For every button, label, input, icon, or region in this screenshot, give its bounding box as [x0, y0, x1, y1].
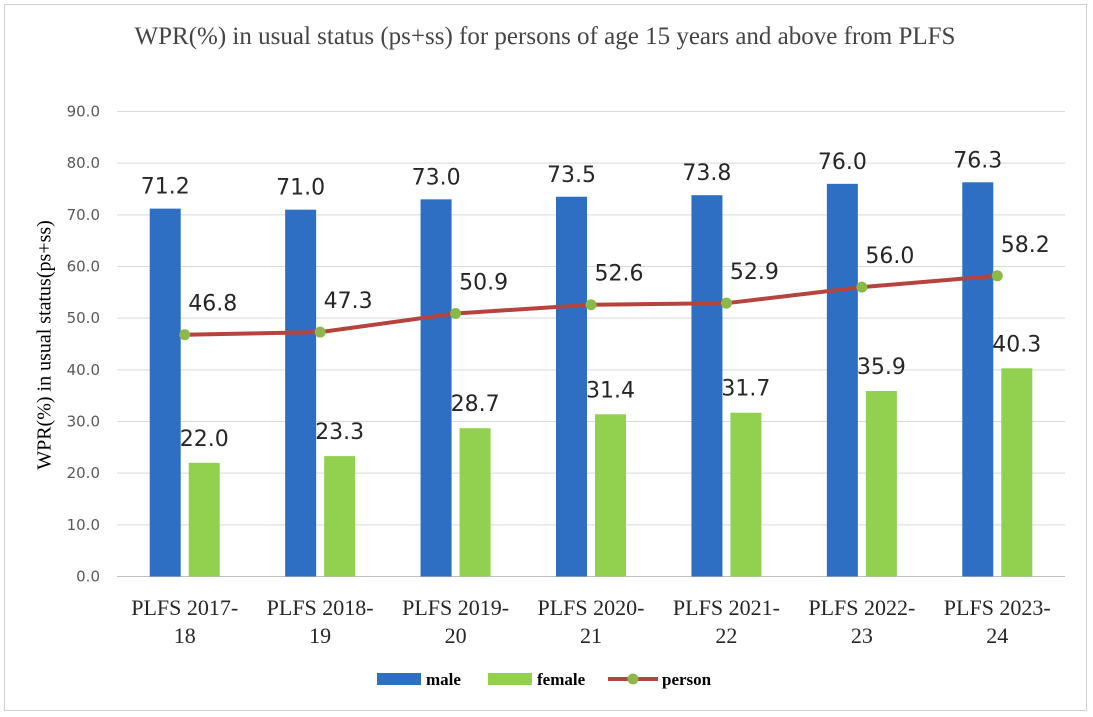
legend-label-person: person	[662, 670, 712, 689]
person-marker	[991, 270, 1003, 282]
legend: male female person	[377, 670, 712, 689]
x-tick-label: PLFS 2018-	[267, 595, 374, 620]
person-marker	[856, 281, 868, 293]
x-tick-label: 19	[309, 623, 331, 648]
x-tick-label: 22	[715, 623, 737, 648]
person-marker	[314, 326, 326, 338]
male-data-label: 71.2	[141, 175, 190, 200]
y-tick-label: 60.0	[67, 258, 100, 276]
female-data-label: 23.3	[315, 420, 364, 445]
male-data-label: 71.0	[276, 176, 325, 201]
female-bar	[324, 456, 356, 577]
female-data-label: 31.7	[721, 377, 770, 402]
x-tick-label: PLFS 2023-	[944, 595, 1051, 620]
female-bar	[865, 391, 897, 577]
y-tick-label: 20.0	[67, 464, 100, 482]
x-tick-label: 23	[851, 623, 873, 648]
y-tick-label: 70.0	[67, 206, 100, 224]
y-tick-label: 50.0	[67, 309, 100, 327]
y-axis-ticks: 0.0 10.0 20.0 30.0 40.0 50.0 60.0 70.0 80.0 90.0	[67, 103, 100, 586]
y-tick-label: 30.0	[67, 413, 100, 431]
male-bar	[556, 196, 587, 577]
y-tick-label: 90.0	[67, 103, 100, 121]
male-bar	[420, 199, 452, 577]
female-bar	[1001, 368, 1033, 577]
male-data-label: 73.5	[547, 163, 596, 188]
person-marker	[179, 329, 191, 341]
male-data-label: 76.0	[818, 150, 867, 175]
y-tick-label: 0.0	[76, 568, 100, 586]
female-data-label: 22.0	[180, 427, 229, 452]
x-tick-label: 21	[580, 623, 602, 648]
female-data-label: 35.9	[857, 355, 906, 380]
person-data-label: 52.9	[730, 260, 779, 285]
legend-swatch-female	[488, 673, 532, 685]
person-data-label: 47.3	[324, 289, 373, 314]
gridlines	[117, 111, 1065, 577]
person-data-label: 56.0	[865, 244, 914, 269]
legend-marker-person	[627, 673, 639, 685]
x-tick-label: 18	[174, 623, 196, 648]
female-data-label: 28.7	[451, 392, 500, 417]
x-tick-label: PLFS 2020-	[538, 595, 645, 620]
x-axis-ticks: PLFS 2017- 18 PLFS 2018- 19 PLFS 2019- 20 PLFS…	[131, 595, 1051, 648]
male-bar	[149, 208, 181, 577]
x-tick-label: PLFS 2019-	[402, 595, 509, 620]
male-bar	[691, 195, 723, 577]
male-data-label: 73.8	[682, 161, 731, 186]
male-bar	[826, 183, 858, 577]
x-tick-label: 20	[445, 623, 467, 648]
legend-label-female: female	[537, 670, 586, 689]
female-bar	[595, 414, 626, 577]
person-data-label: 58.2	[1001, 233, 1050, 258]
x-tick-label: PLFS 2022-	[808, 595, 915, 620]
female-data-label: 31.4	[586, 378, 635, 403]
x-tick-label: 24	[986, 623, 1008, 648]
male-data-label: 76.3	[953, 148, 1002, 173]
male-bar	[285, 209, 317, 577]
male-data-label: 73.0	[412, 165, 461, 190]
legend-label-male: male	[426, 670, 461, 689]
chart-title: WPR(%) in usual status (ps+ss) for perso…	[134, 23, 956, 50]
chart-frame	[4, 4, 1087, 711]
person-data-label: 52.6	[595, 262, 644, 287]
male-bar	[962, 182, 994, 577]
female-data-label: 40.3	[992, 332, 1041, 357]
bars	[149, 182, 1033, 577]
female-bar	[188, 462, 220, 577]
legend-swatch-male	[377, 673, 421, 685]
x-tick-label: PLFS 2017-	[131, 595, 238, 620]
person-data-label: 46.8	[188, 292, 237, 317]
y-tick-label: 40.0	[67, 361, 100, 379]
y-tick-label: 80.0	[67, 154, 100, 172]
x-tick-label: PLFS 2021-	[673, 595, 780, 620]
person-line	[179, 270, 1003, 341]
female-bar	[459, 428, 491, 577]
y-tick-label: 10.0	[67, 516, 100, 534]
person-marker	[720, 297, 732, 309]
female-bar	[730, 412, 762, 577]
person-marker	[450, 308, 462, 320]
person-data-label: 50.9	[459, 271, 508, 296]
person-marker	[585, 299, 597, 311]
data-labels: 71.2 22.0 71.0 23.3 73.0 28.7 73.5 31.4 73.8 31.7…	[141, 148, 1050, 452]
